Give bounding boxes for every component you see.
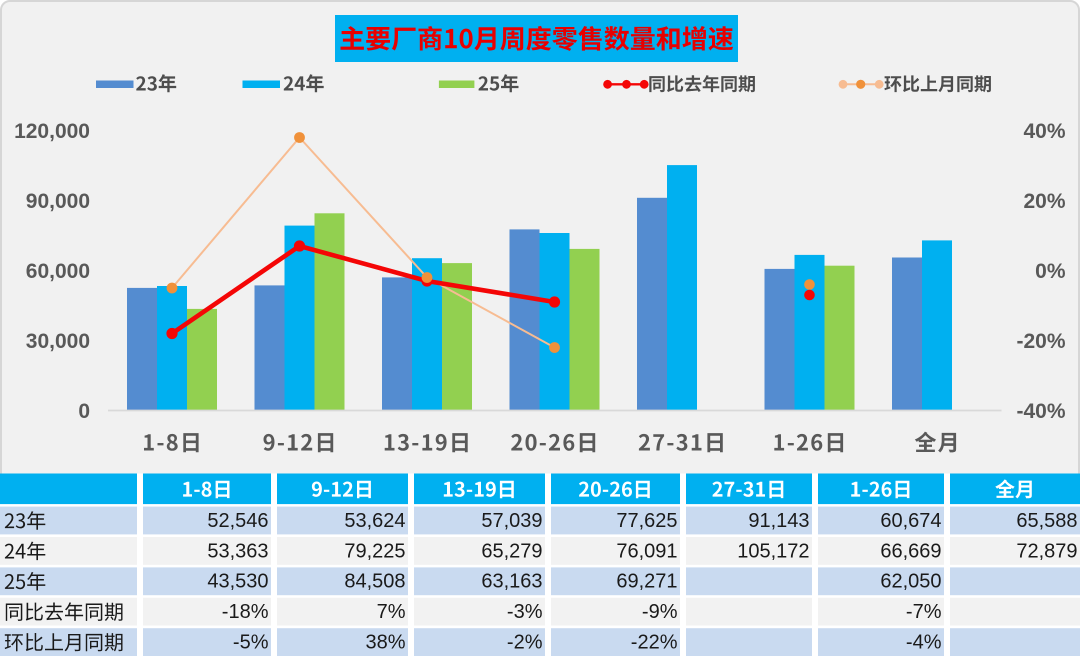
svg-text:62,050: 62,050 <box>880 571 941 593</box>
svg-text:77,625: 77,625 <box>616 510 677 532</box>
svg-text:60,000: 60,000 <box>26 260 90 283</box>
svg-text:91,143: 91,143 <box>748 510 809 532</box>
svg-text:0%: 0% <box>1035 260 1066 283</box>
svg-text:76,091: 76,091 <box>616 540 677 562</box>
svg-text:20%: 20% <box>1023 190 1065 213</box>
svg-text:-2%: -2% <box>507 632 543 654</box>
svg-text:-20%: -20% <box>1016 330 1065 353</box>
svg-text:66,669: 66,669 <box>880 540 941 562</box>
svg-text:-4%: -4% <box>906 632 942 654</box>
svg-text:72,879: 72,879 <box>1016 540 1077 562</box>
svg-text:105,172: 105,172 <box>737 540 809 562</box>
svg-text:65,279: 65,279 <box>481 540 542 562</box>
svg-text:43,530: 43,530 <box>207 571 268 593</box>
svg-text:-18%: -18% <box>222 601 269 623</box>
svg-text:40%: 40% <box>1023 120 1065 143</box>
svg-text:-40%: -40% <box>1016 400 1065 423</box>
svg-text:7%: 7% <box>377 601 406 623</box>
svg-text:-5%: -5% <box>233 632 269 654</box>
svg-text:63,163: 63,163 <box>481 571 542 593</box>
svg-text:-22%: -22% <box>631 632 678 654</box>
svg-text:53,624: 53,624 <box>344 510 405 532</box>
svg-text:79,225: 79,225 <box>344 540 405 562</box>
svg-text:65,588: 65,588 <box>1016 510 1077 532</box>
svg-text:120,000: 120,000 <box>14 120 90 143</box>
svg-text:53,363: 53,363 <box>207 540 268 562</box>
svg-text:90,000: 90,000 <box>26 190 90 213</box>
svg-text:57,039: 57,039 <box>481 510 542 532</box>
svg-text:38%: 38% <box>365 632 405 654</box>
svg-text:0: 0 <box>78 400 90 423</box>
svg-text:-9%: -9% <box>642 601 678 623</box>
svg-text:-7%: -7% <box>906 601 942 623</box>
svg-text:-3%: -3% <box>507 601 543 623</box>
svg-text:30,000: 30,000 <box>26 330 90 353</box>
svg-text:52,546: 52,546 <box>207 510 268 532</box>
svg-text:60,674: 60,674 <box>880 510 941 532</box>
svg-text:84,508: 84,508 <box>344 571 405 593</box>
svg-text:69,271: 69,271 <box>616 571 677 593</box>
